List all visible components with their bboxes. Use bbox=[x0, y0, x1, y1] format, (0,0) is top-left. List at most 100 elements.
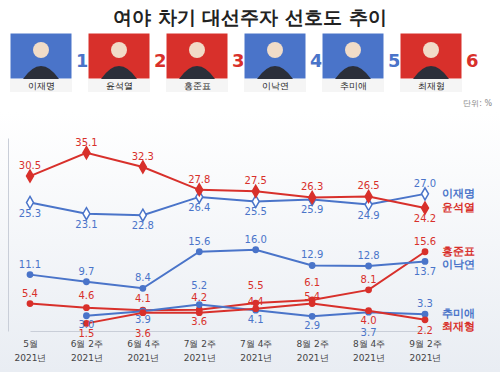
series-marker bbox=[309, 301, 314, 306]
series-marker bbox=[253, 247, 258, 252]
portrait-head bbox=[111, 42, 127, 58]
candidate-name: 추미애 bbox=[340, 81, 367, 91]
legend: 이재명윤석열홍준표이낙연추미애최재형 bbox=[442, 187, 475, 333]
data-label: 25.5 bbox=[245, 206, 267, 217]
series-marker bbox=[84, 279, 89, 284]
name-strip bbox=[244, 79, 306, 92]
portrait-head bbox=[189, 42, 205, 58]
x-tick: 5월2021년 bbox=[15, 331, 47, 363]
data-label: 2.9 bbox=[304, 320, 320, 331]
candidate-card: 추미애 5 bbox=[322, 33, 401, 92]
series-line bbox=[30, 250, 425, 289]
legend-label: 추미애 bbox=[442, 307, 475, 320]
data-label: 35.1 bbox=[75, 137, 97, 148]
series-marker bbox=[365, 190, 372, 202]
data-label: 5.4 bbox=[22, 288, 38, 299]
series-marker bbox=[309, 263, 314, 268]
data-label: 16.0 bbox=[245, 234, 267, 245]
data-label: 27.8 bbox=[188, 174, 210, 185]
data-label: 12.8 bbox=[357, 250, 379, 261]
candidate-card: 이재명1 bbox=[10, 33, 89, 92]
data-label: 6.1 bbox=[304, 277, 320, 288]
series-marker bbox=[139, 161, 146, 173]
series-marker bbox=[140, 286, 145, 291]
data-label: 4.6 bbox=[78, 290, 94, 301]
candidate-number: 2 bbox=[154, 50, 167, 71]
series-marker bbox=[422, 312, 427, 317]
data-label: 5.4 bbox=[304, 291, 320, 302]
data-label: 32.3 bbox=[132, 151, 154, 162]
y-axis-line bbox=[8, 139, 9, 332]
data-label: 27.0 bbox=[414, 178, 436, 189]
data-label: 3.7 bbox=[361, 327, 377, 338]
name-strip bbox=[88, 79, 150, 92]
series-marker bbox=[422, 317, 427, 322]
data-label: 22.8 bbox=[132, 220, 154, 231]
data-label: 25.3 bbox=[19, 208, 41, 219]
series-marker bbox=[27, 170, 34, 182]
series-marker bbox=[197, 302, 202, 307]
name-strip bbox=[10, 79, 72, 92]
portrait-body bbox=[335, 66, 371, 79]
data-label: 15.6 bbox=[414, 236, 436, 247]
candidate-name: 이낙연 bbox=[262, 81, 289, 91]
x-tick-label: 9월 2주2021년 bbox=[409, 339, 441, 363]
candidate-number: 5 bbox=[388, 50, 401, 71]
chart-root: 여야 차기 대선주자 선호도 추이이재명1윤석열2홍준표3이낙연4추미애5최재형… bbox=[0, 0, 500, 372]
candidate-card: 이낙연4 bbox=[244, 33, 323, 92]
x-tick-label: 8월 2주2021년 bbox=[296, 339, 328, 363]
legend-label: 홍준표 bbox=[442, 245, 475, 258]
portrait-box bbox=[244, 33, 306, 79]
data-label: 1.5 bbox=[78, 328, 94, 339]
data-label: 3.3 bbox=[417, 298, 433, 309]
portrait-body bbox=[257, 66, 293, 79]
series-line bbox=[30, 153, 425, 208]
candidate-name: 이재명 bbox=[28, 81, 55, 91]
data-label: 4.1 bbox=[135, 293, 151, 304]
x-tick-label: 6월 2주2021년 bbox=[71, 339, 103, 363]
data-label: 4.2 bbox=[191, 292, 207, 303]
series-marker bbox=[197, 249, 202, 254]
data-label: 3.9 bbox=[135, 314, 151, 325]
x-tick-label: 5월2021년 bbox=[15, 339, 47, 363]
portrait-head bbox=[33, 42, 49, 58]
x-tick-label: 7월 4주2021년 bbox=[240, 339, 272, 363]
data-label: 26.4 bbox=[188, 202, 210, 213]
series-marker bbox=[27, 272, 32, 277]
data-label: 11.1 bbox=[19, 259, 41, 270]
candidate-number: 6 bbox=[466, 50, 479, 71]
background bbox=[0, 0, 500, 372]
series-marker bbox=[309, 314, 314, 319]
series-marker bbox=[366, 287, 371, 292]
series-marker bbox=[84, 313, 89, 318]
data-label: 8.1 bbox=[361, 274, 377, 285]
portrait-box bbox=[88, 33, 150, 79]
data-label: 12.9 bbox=[301, 249, 323, 260]
name-strip bbox=[166, 79, 228, 92]
series-marker bbox=[27, 301, 32, 306]
data-label: 3.6 bbox=[135, 328, 151, 339]
data-label: 13.7 bbox=[414, 266, 436, 277]
candidate-number: 3 bbox=[232, 50, 245, 71]
series-marker bbox=[83, 147, 90, 159]
data-label: 26.5 bbox=[357, 180, 379, 191]
data-label: 23.1 bbox=[75, 219, 97, 230]
series-marker bbox=[197, 310, 202, 315]
portrait-body bbox=[179, 66, 215, 79]
data-label: 2.2 bbox=[417, 325, 433, 336]
candidate-name: 홍준표 bbox=[184, 81, 211, 91]
series-marker bbox=[422, 188, 429, 200]
portrait-box bbox=[400, 33, 462, 79]
data-label: 9.7 bbox=[78, 266, 94, 277]
x-tick: 7월 4주2021년 bbox=[240, 331, 272, 363]
portrait-box bbox=[166, 33, 228, 79]
candidate-card: 최재형6 bbox=[400, 33, 479, 92]
portrait-head bbox=[423, 42, 439, 58]
data-label: 30.5 bbox=[19, 160, 41, 171]
series-marker bbox=[309, 191, 316, 203]
candidate-card: 홍준표 3 bbox=[166, 33, 245, 92]
portrait-box bbox=[10, 33, 72, 79]
portrait-head bbox=[345, 42, 361, 58]
series-marker bbox=[252, 185, 259, 197]
portrait-body bbox=[23, 66, 59, 79]
